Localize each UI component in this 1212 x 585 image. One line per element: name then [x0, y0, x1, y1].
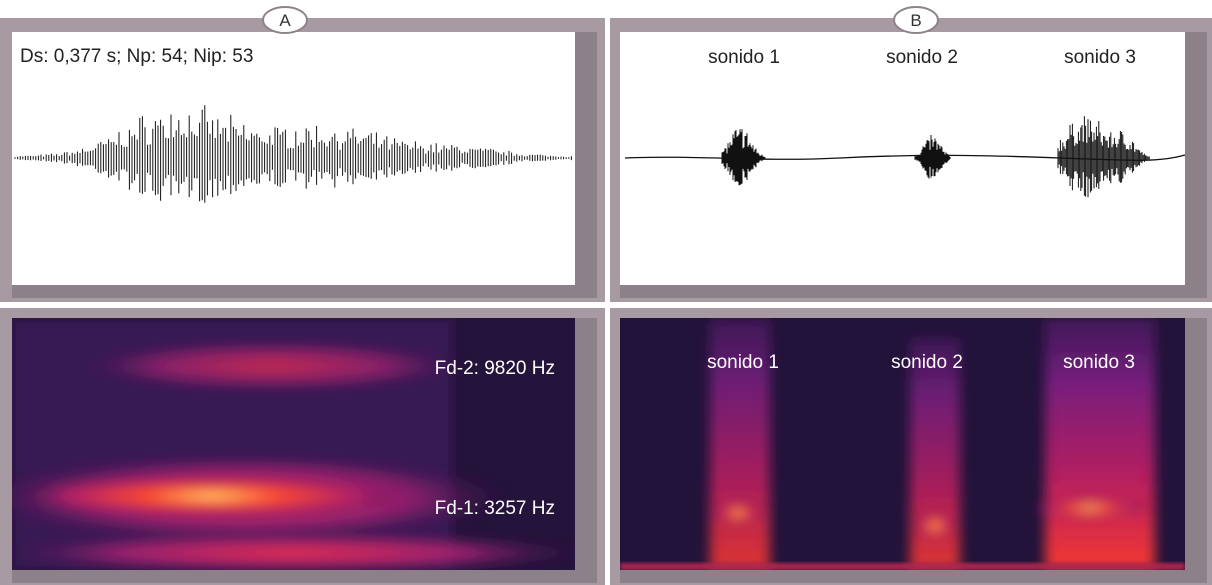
axis-strip [620, 285, 1207, 298]
waveform [14, 105, 572, 203]
label-badge [262, 6, 308, 34]
panel-label: B [910, 11, 921, 30]
frequency-label: Fd-2: 9820 Hz [435, 358, 555, 379]
spectrogram-a [12, 318, 575, 570]
waveforms [14, 105, 1186, 203]
sound-label: sonido 2 [891, 352, 963, 373]
waveform [914, 135, 951, 179]
panel-label: A [279, 11, 291, 30]
spectrogram-b [620, 318, 1185, 570]
sound-label: sonido 2 [886, 47, 958, 68]
axis-strip [12, 570, 597, 583]
frequency-label: Fd-1: 3257 Hz [435, 498, 555, 519]
sound-label: sonido 1 [708, 47, 780, 68]
sound-label: sonido 1 [707, 352, 779, 373]
axis-strip [575, 318, 597, 583]
axis-strip [575, 32, 597, 298]
axis-strip [1185, 32, 1207, 298]
axis-strip [1185, 318, 1207, 583]
waveform [1057, 116, 1150, 198]
waveform-caption: Ds: 0,377 s; Np: 54; Nip: 53 [20, 46, 253, 67]
sound-label: sonido 3 [1063, 352, 1135, 373]
separator [0, 302, 1212, 308]
axis-strip [12, 285, 597, 298]
axis-strip [620, 570, 1207, 583]
label-badge [893, 6, 939, 34]
waveform [721, 129, 766, 186]
sound-label: sonido 3 [1064, 47, 1136, 68]
